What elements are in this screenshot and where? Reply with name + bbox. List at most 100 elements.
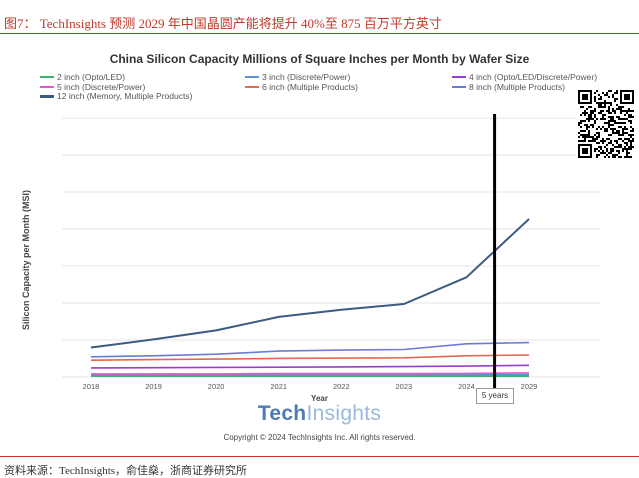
qr-cell [626, 110, 628, 112]
qr-cell [632, 138, 634, 140]
qr-cell [594, 114, 596, 116]
qr-cell [594, 116, 596, 118]
qr-cell [578, 140, 580, 142]
qr-cell [588, 116, 590, 118]
qr-cell [622, 148, 624, 150]
qr-cell [614, 122, 616, 124]
qr-cell [596, 136, 598, 138]
qr-cell [604, 118, 606, 120]
qr-cell [594, 96, 596, 98]
qr-cell [586, 128, 588, 130]
qr-cell [604, 152, 606, 154]
qr-cell [612, 150, 614, 152]
qr-cell [632, 134, 634, 136]
qr-cell [586, 126, 588, 128]
qr-cell [610, 124, 612, 126]
qr-cell [612, 128, 614, 130]
qr-cell [606, 122, 608, 124]
qr-cell [630, 144, 632, 146]
x-tick-label: 2023 [396, 382, 413, 391]
qr-cell [626, 142, 628, 144]
qr-cell [594, 108, 596, 110]
qr-cell [590, 114, 592, 116]
qr-cell [618, 108, 620, 110]
qr-cell [600, 110, 602, 112]
qr-cell [590, 124, 592, 126]
qr-cell [594, 134, 596, 136]
qr-cell [584, 114, 586, 116]
qr-cell [590, 106, 592, 108]
qr-cell [598, 134, 600, 136]
qr-cell [610, 128, 612, 130]
qr-cell [602, 106, 604, 108]
qr-cell [604, 130, 606, 132]
qr-cell [608, 156, 610, 158]
qr-cell [632, 130, 634, 132]
qr-cell [600, 102, 602, 104]
qr-cell [602, 116, 604, 118]
x-tick-label: 2024 [458, 382, 475, 391]
qr-cell [616, 154, 618, 156]
qr-cell [612, 130, 614, 132]
qr-cell [598, 102, 600, 104]
qr-cell [616, 130, 618, 132]
qr-cell [618, 150, 620, 152]
qr-cell [598, 146, 600, 148]
qr-cell [584, 110, 586, 112]
qr-cell [598, 150, 600, 152]
qr-cell [604, 102, 606, 104]
qr-cell [580, 140, 582, 142]
qr-cell [626, 152, 628, 154]
qr-cell [590, 116, 592, 118]
x-tick-label: 2022 [333, 382, 350, 391]
qr-cell [596, 118, 598, 120]
qr-cell [602, 138, 604, 140]
qr-cell [608, 108, 610, 110]
qr-cell [624, 110, 626, 112]
qr-cell [630, 142, 632, 144]
qr-cell [610, 142, 612, 144]
qr-cell [630, 136, 632, 138]
qr-cell [618, 144, 620, 146]
qr-cell [606, 138, 608, 140]
qr-cell [600, 152, 602, 154]
qr-cell [628, 140, 630, 142]
qr-cell [580, 122, 582, 124]
qr-cell [628, 134, 630, 136]
qr-cell [616, 108, 618, 110]
qr-cell [630, 156, 632, 158]
x-tick-label: 2019 [145, 382, 162, 391]
qr-cell [590, 140, 592, 142]
qr-cell [620, 112, 622, 114]
qr-cell [606, 92, 608, 94]
qr-cell [586, 134, 588, 136]
qr-cell [626, 128, 628, 130]
qr-cell [588, 118, 590, 120]
logo-light: Insights [306, 402, 381, 425]
qr-cell [616, 116, 618, 118]
qr-cell [614, 112, 616, 114]
qr-cell [608, 116, 610, 118]
qr-cell [612, 156, 614, 158]
qr-cell [592, 140, 594, 142]
qr-cell [600, 112, 602, 114]
qr-cell [630, 120, 632, 122]
qr-cell [600, 96, 602, 98]
qr-cell [592, 126, 594, 128]
qr-cell [588, 130, 590, 132]
qr-cell [608, 138, 610, 140]
qr-cell [578, 132, 580, 134]
qr-cell [614, 132, 616, 134]
qr-cell [620, 108, 622, 110]
qr-cell [610, 112, 612, 114]
series-line [91, 365, 529, 368]
qr-finder-core [624, 94, 630, 100]
qr-cell [622, 110, 624, 112]
qr-cell [616, 104, 618, 106]
qr-cell [586, 112, 588, 114]
qr-cell [616, 146, 618, 148]
qr-cell [582, 112, 584, 114]
qr-cell [610, 120, 612, 122]
qr-cell [620, 118, 622, 120]
qr-cell [610, 102, 612, 104]
